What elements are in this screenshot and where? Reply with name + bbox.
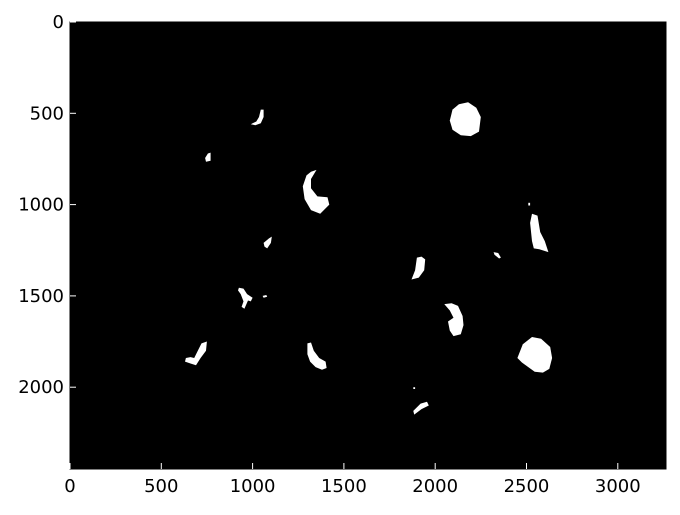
blob-17 — [413, 387, 416, 389]
blob-12 — [444, 303, 464, 337]
y-tick-label: 500 — [30, 103, 64, 124]
y-tick-label: 1000 — [18, 195, 64, 216]
x-tick-label: 0 — [64, 476, 75, 497]
y-tick-label: 1500 — [18, 286, 64, 307]
blob-2 — [205, 152, 211, 162]
x-axis: 0 500 1000 1500 2000 2500 3000 — [64, 463, 641, 497]
plot-area — [70, 22, 666, 469]
blob-15 — [307, 342, 327, 370]
x-tick-label: 2000 — [412, 476, 458, 497]
blob-7 — [263, 236, 272, 249]
blob-6 — [528, 202, 531, 206]
x-tick-label: 1500 — [321, 476, 367, 497]
blob-1 — [250, 109, 264, 126]
blob-5 — [530, 213, 549, 253]
blob-4 — [302, 169, 330, 214]
blob-11 — [262, 295, 268, 298]
y-tick-label: 0 — [53, 12, 64, 33]
x-tick-label: 1000 — [230, 476, 276, 497]
blobs — [185, 102, 553, 415]
blob-8 — [493, 252, 501, 259]
blob-10 — [238, 287, 253, 309]
blob-16 — [413, 401, 429, 415]
x-tick-label: 2500 — [504, 476, 550, 497]
y-axis: 0 500 1000 1500 2000 — [18, 12, 76, 398]
blob-13 — [517, 337, 553, 373]
blob-14 — [185, 341, 207, 366]
blob-9 — [411, 256, 426, 280]
x-tick-label: 3000 — [595, 476, 641, 497]
plot-frame — [69, 21, 667, 470]
x-tick-label: 500 — [144, 476, 178, 497]
y-tick-label: 2000 — [18, 377, 64, 398]
blob-3 — [449, 102, 481, 137]
